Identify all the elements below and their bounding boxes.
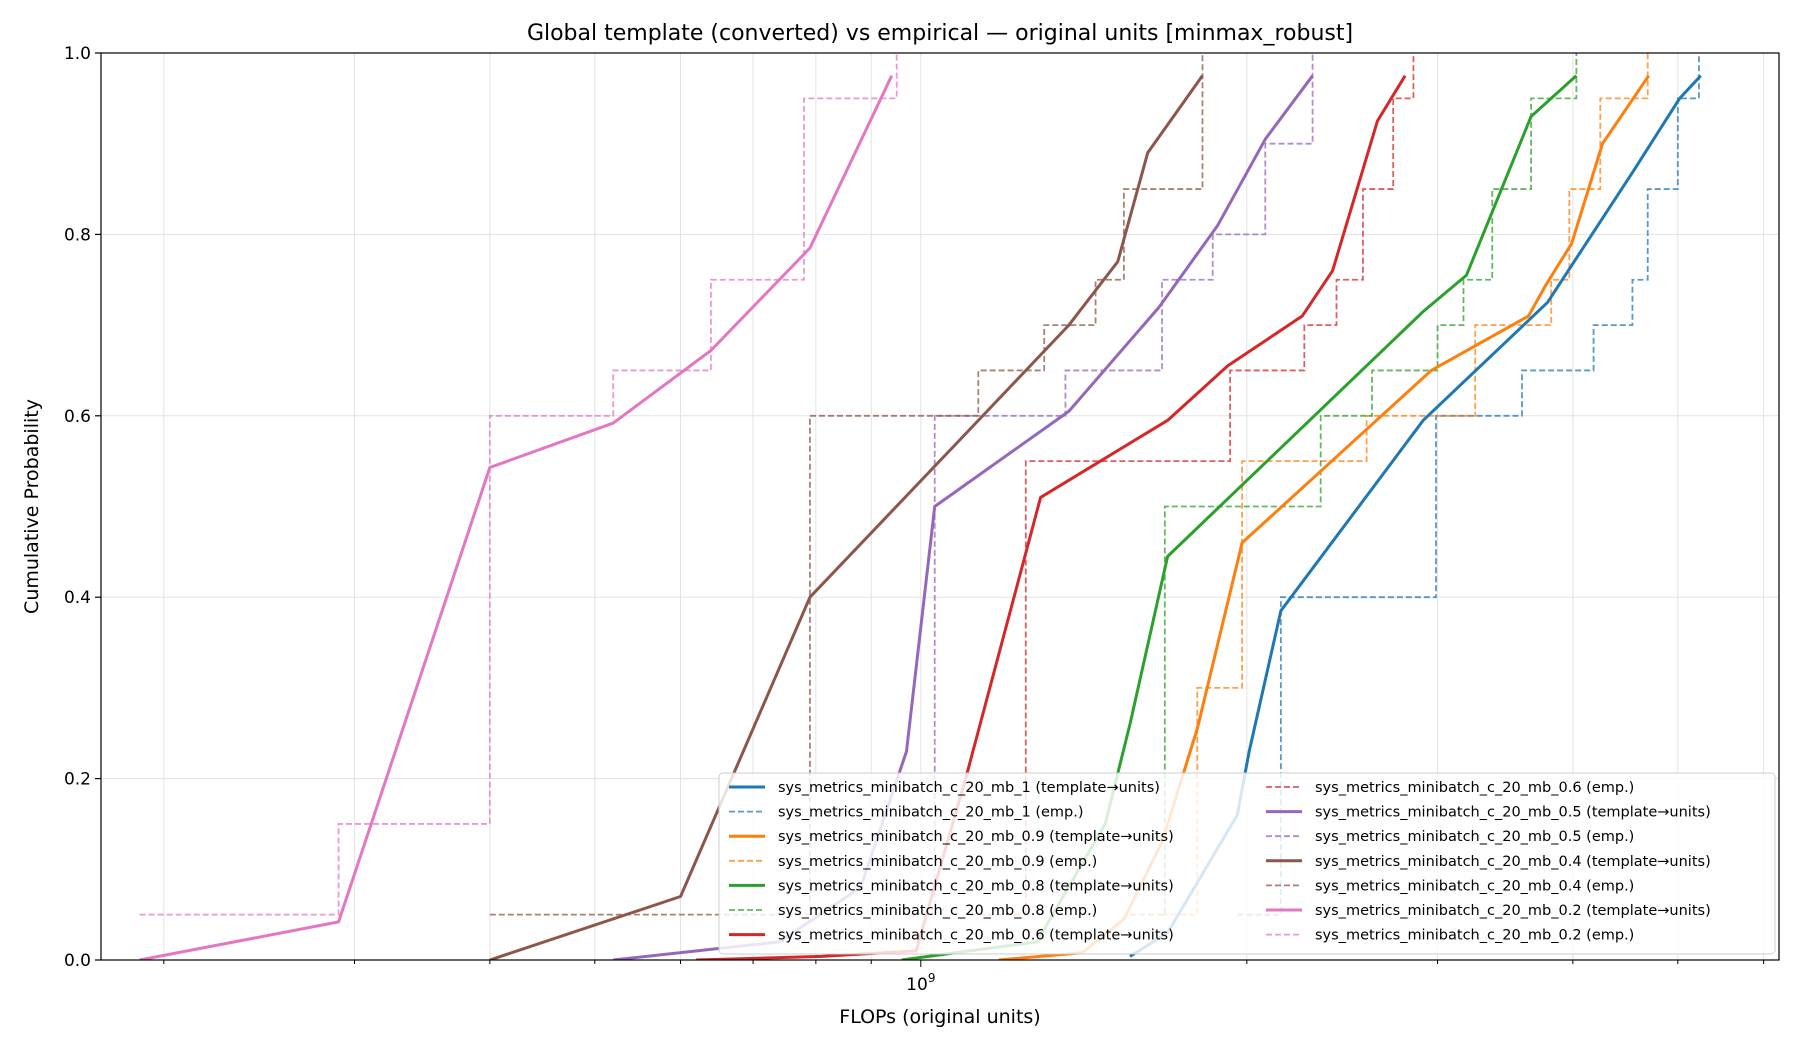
y-tick-label: 0.0 [64,951,91,971]
legend-label: sys_metrics_minibatch_c_20_mb_0.9 (templ… [778,829,1174,845]
y-tick-label: 0.4 [64,588,91,608]
series-line-7-empirical [969,53,1415,916]
legend-label: sys_metrics_minibatch_c_20_mb_0.8 (templ… [778,878,1174,894]
y-axis-title: Cumulative Probability [21,399,43,614]
y-tick-label: 0.2 [64,770,91,790]
legend-label: sys_metrics_minibatch_c_20_mb_0.2 (emp.) [1315,928,1634,944]
series-line-9-empirical [906,53,1314,916]
legend-label: sys_metrics_minibatch_c_20_mb_0.6 (emp.) [1315,780,1634,796]
legend-box [718,772,1776,955]
series-line-11-empirical [489,53,1204,916]
legend-label: sys_metrics_minibatch_c_20_mb_0.5 (templ… [1315,805,1711,821]
series-line-1-empirical [1237,53,1700,916]
legend-label: sys_metrics_minibatch_c_20_mb_1 (templat… [778,780,1160,796]
x-tick-label: 109 [906,971,935,995]
series-line-12-template [139,75,894,960]
legend-label: sys_metrics_minibatch_c_20_mb_0.6 (templ… [778,928,1174,944]
series-line-5-empirical [1129,53,1578,916]
axes: 0.0 0.2 0.4 0.6 0.8 1.0 109 [64,44,1780,995]
plot-frame [100,52,1780,961]
legend-label: sys_metrics_minibatch_c_20_mb_0.5 (emp.) [1315,829,1634,845]
legend-label: sys_metrics_minibatch_c_20_mb_0.9 (emp.) [778,854,1097,870]
x-axis-title: FLOPs (original units) [839,1006,1040,1028]
legend-label: sys_metrics_minibatch_c_20_mb_0.4 (templ… [1315,854,1711,870]
legend-label: sys_metrics_minibatch_c_20_mb_0.4 (emp.) [1315,878,1634,894]
series-line-13-empirical [139,53,898,916]
legend-label: sys_metrics_minibatch_c_20_mb_0.8 (emp.) [778,903,1097,919]
series-line-10-template [489,74,1204,960]
legend-label: sys_metrics_minibatch_c_20_mb_1 (emp.) [778,805,1084,821]
legend-label: sys_metrics_minibatch_c_20_mb_0.2 (templ… [1315,903,1711,919]
series-line-3-empirical [1162,53,1649,916]
chart-title: Global template (converted) vs empirical… [527,21,1353,46]
y-tick-label: 0.6 [64,407,91,427]
legend: sys_metrics_minibatch_c_20_mb_1 (templat… [718,772,1776,955]
y-tick-label: 0.8 [64,225,91,245]
y-tick-label: 1.0 [64,44,91,64]
